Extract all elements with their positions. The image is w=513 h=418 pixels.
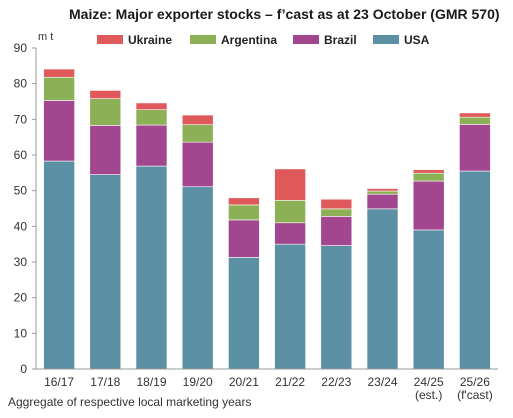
bar-segment-argentina — [135, 109, 168, 126]
bar-segment-ukraine — [366, 188, 399, 192]
bar-segment-brazil — [412, 180, 445, 231]
bar-segment-argentina — [459, 116, 491, 125]
y-tick-label: 40 — [14, 219, 28, 233]
x-tick-label: 24/25 — [414, 375, 444, 389]
x-tick-label: 19/20 — [183, 375, 213, 389]
y-tick-label: 50 — [14, 184, 28, 198]
bar-segment-ukraine — [43, 68, 75, 78]
bar-segment-brazil — [366, 193, 399, 210]
legend-swatch-usa — [373, 35, 399, 44]
bar-segment-brazil — [228, 219, 260, 258]
bar-segment-ukraine — [228, 197, 260, 206]
y-tick-label: 70 — [14, 112, 28, 126]
x-tick-label: (f'cast) — [457, 388, 493, 402]
legend-label-usa: USA — [404, 33, 430, 47]
bar-segment-argentina — [228, 204, 260, 221]
bar-segment-usa — [412, 229, 445, 370]
bar-segment-usa — [89, 174, 122, 370]
x-tick-label: 21/22 — [275, 375, 305, 389]
bar-segment-brazil — [43, 100, 75, 162]
legend-swatch-ukraine — [97, 35, 123, 44]
x-tick-label: 18/19 — [136, 375, 166, 389]
bar-segment-ukraine — [459, 112, 491, 118]
x-tick-label: 23/24 — [367, 375, 397, 389]
y-tick-label: 20 — [14, 291, 28, 305]
bar-segment-brazil — [459, 124, 491, 172]
bar-segment-brazil — [181, 141, 214, 188]
x-tick-label: 20/21 — [229, 375, 259, 389]
y-tick-label: 30 — [14, 255, 28, 269]
y-tick-label: 60 — [14, 148, 28, 162]
y-tick-label: 10 — [14, 326, 28, 340]
legend-label-ukraine: Ukraine — [128, 33, 172, 47]
bar-segment-argentina — [412, 172, 445, 182]
legend-label-brazil: Brazil — [324, 33, 357, 47]
bar-segment-argentina — [366, 190, 399, 195]
bar-segment-ukraine — [274, 168, 306, 201]
bar-segment-ukraine — [181, 114, 214, 125]
bar-segment-argentina — [274, 200, 306, 224]
bar-segment-usa — [135, 165, 168, 370]
chart-title: Maize: Major exporter stocks – f’cast as… — [69, 6, 500, 22]
y-tick-label: 90 — [14, 41, 28, 55]
x-tick-label: 22/23 — [321, 375, 351, 389]
legend-swatch-brazil — [293, 35, 319, 44]
bar-segment-brazil — [89, 125, 122, 175]
bar-segment-usa — [366, 208, 399, 370]
y-tick-label: 80 — [14, 77, 28, 91]
x-tick-label: (est.) — [415, 388, 442, 402]
legend-swatch-argentina — [190, 35, 216, 44]
bar-segment-argentina — [43, 76, 75, 101]
bar-segment-argentina — [320, 208, 353, 217]
bar-segment-usa — [459, 170, 491, 370]
x-axis-label: Aggregate of respective local marketing … — [8, 395, 251, 409]
x-axis: 16/17 17/18 18/19 19/20 20/21 21/22 22/23 23/24… — [36, 368, 498, 402]
y-axis-unit-label: m t — [38, 31, 53, 43]
bar-segment-usa — [43, 160, 75, 370]
bar-segment-argentina — [181, 124, 214, 143]
bars-group — [43, 68, 491, 370]
bar-segment-ukraine — [89, 90, 122, 99]
legend-label-argentina: Argentina — [221, 33, 277, 47]
bar-segment-ukraine — [412, 169, 445, 174]
y-tick-label: 0 — [20, 362, 27, 376]
bar-segment-ukraine — [320, 198, 353, 210]
bar-segment-usa — [320, 245, 353, 370]
x-tick-label: 25/26 — [460, 375, 490, 389]
chart-legend: Ukraine Argentina Brazil USA — [97, 33, 430, 47]
bar-segment-usa — [274, 243, 306, 370]
x-tick-label: 17/18 — [90, 375, 120, 389]
bar-segment-argentina — [89, 98, 122, 126]
bar-segment-usa — [228, 257, 260, 370]
y-axis: 0 10 20 30 40 50 60 70 80 90 — [14, 41, 37, 376]
x-tick-label: 16/17 — [44, 375, 74, 389]
bar-segment-usa — [181, 186, 214, 370]
bar-segment-brazil — [274, 222, 306, 245]
bar-segment-brazil — [320, 216, 353, 246]
bar-segment-ukraine — [135, 102, 168, 111]
bar-segment-brazil — [135, 124, 168, 167]
